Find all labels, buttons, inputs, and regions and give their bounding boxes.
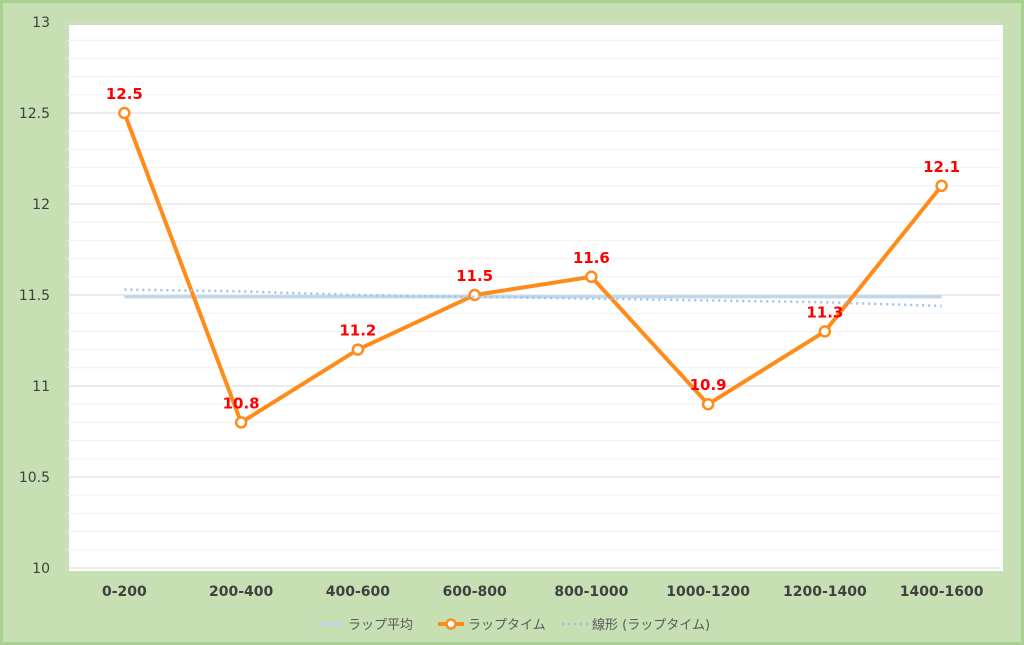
data-label: 11.2	[339, 322, 376, 340]
y-tick-label: 12.5	[19, 106, 50, 122]
legend-label: ラップ平均	[348, 618, 413, 633]
x-tick-label: 0-200	[102, 584, 147, 600]
x-tick-label: 1200-1400	[783, 584, 867, 600]
lap-time-point	[701, 397, 715, 411]
lap-time-point	[935, 179, 948, 193]
data-label: 11.3	[806, 303, 843, 321]
x-tick-label: 800-1000	[554, 584, 628, 600]
y-tick-label: 10	[32, 561, 50, 577]
x-tick-label: 400-600	[326, 584, 391, 600]
series-group	[118, 106, 948, 429]
lap-time-point	[818, 325, 832, 338]
y-tick-label: 13	[32, 15, 50, 31]
x-axis: 0-200 200-400 400-600 600-800 800-1000 1000-1…	[102, 584, 984, 600]
x-tick-label: 600-800	[442, 584, 507, 600]
data-label: 11.6	[573, 249, 610, 267]
y-tick-label: 12	[32, 197, 50, 213]
data-label: 12.5	[106, 85, 143, 103]
x-tick-label: 1000-1200	[666, 584, 750, 600]
data-label: 10.9	[690, 376, 727, 394]
legend-label: ラップタイム	[468, 618, 546, 633]
lap-time-line	[122, 112, 944, 425]
gridlines	[65, 21, 1000, 569]
y-tick-label: 11	[32, 379, 50, 395]
data-labels: 12.5 10.8 11.2 11.5 11.6 10.9 11.3 12.1	[106, 85, 960, 412]
lap-time-point	[351, 343, 365, 356]
lap-time-point	[234, 416, 248, 429]
y-axis: 10 10.5 11 11.5 12 12.5 13	[19, 15, 50, 577]
lap-time-point	[118, 106, 131, 120]
data-label: 11.5	[456, 267, 493, 285]
x-tick-label: 200-400	[209, 584, 274, 600]
x-tick-label: 1400-1600	[900, 584, 984, 600]
legend-label: 線形 (ラップタイム)	[592, 617, 710, 633]
lap-time-point	[468, 288, 481, 302]
data-label: 10.8	[223, 394, 260, 412]
y-tick-label: 10.5	[19, 470, 50, 486]
trendline	[124, 288, 942, 308]
data-label: 12.1	[923, 158, 960, 176]
lap-time-point	[585, 270, 598, 284]
legend-marker	[445, 618, 457, 630]
y-tick-label: 11.5	[19, 288, 50, 304]
legend: ラップ平均 ラップタイム 線形 (ラップタイム)	[318, 617, 710, 633]
